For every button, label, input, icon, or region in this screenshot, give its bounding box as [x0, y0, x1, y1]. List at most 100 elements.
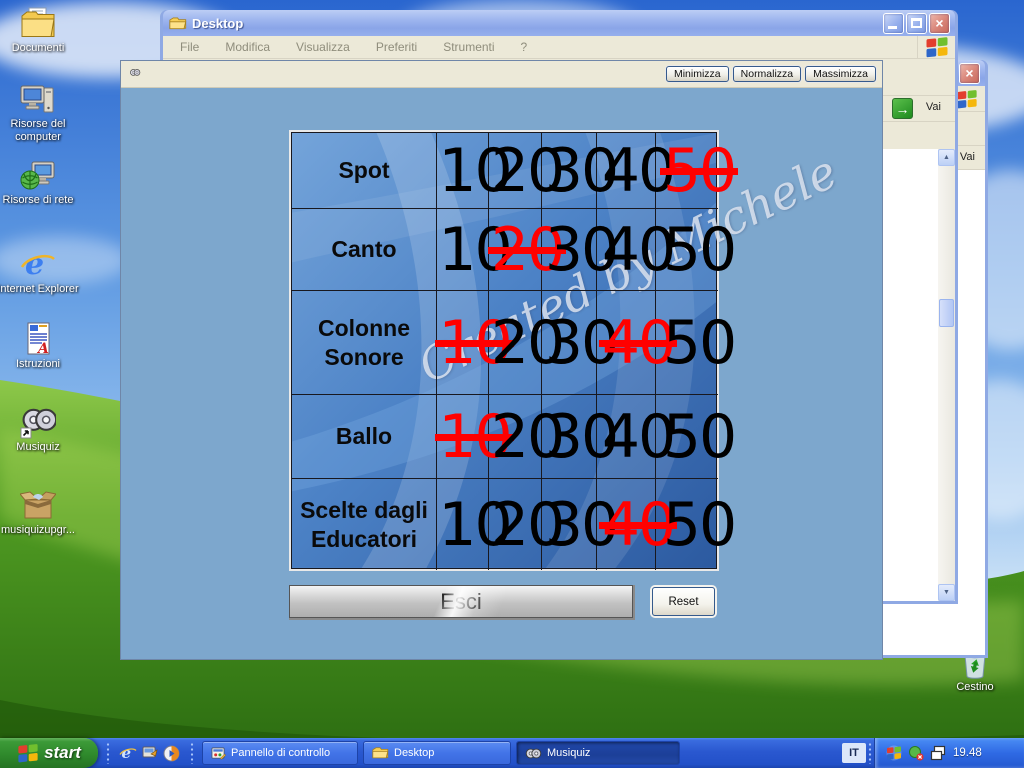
internet-explorer-icon: e [20, 247, 55, 281]
desktop-icon-risorse-del-computer[interactable]: Risorse del computer [0, 82, 82, 143]
tray-windows-icon[interactable] [885, 745, 902, 762]
task-label: Pannello di controllo [231, 747, 331, 759]
game-board: Created by Michele Spot 10 20 30 40 50 Canto 10… [291, 132, 845, 570]
go-label: Vai [925, 101, 941, 113]
musiquiz-app-icon [130, 69, 141, 76]
taskbar-clock: 19.48 [953, 747, 982, 759]
taskbar: start e Pannello di controllo Desktop Mu… [0, 738, 1024, 768]
board-cell-ballo-50[interactable]: 50 [656, 395, 737, 479]
menu-item-preferiti[interactable]: Preferiti [375, 40, 418, 54]
desktop-icon-internet-explorer[interactable]: e Internet Explorer [0, 247, 82, 296]
board-cell-canto-10[interactable]: 10 [437, 209, 513, 291]
taskbar-task-desktop[interactable]: Desktop [363, 741, 511, 765]
board-cell-canto-40[interactable]: 40 [597, 209, 676, 291]
quicklaunch-ie-icon[interactable]: e [118, 742, 138, 764]
taskbar-task-musiquiz[interactable]: Musiquiz [516, 741, 680, 765]
musiquiz-titlebar[interactable]: Minimizza Normalizza Massimizza [121, 61, 882, 88]
board-category-4: Ballo [292, 395, 437, 479]
board-cell-colonne-sonore-50[interactable]: 50 [656, 291, 737, 395]
explorer-menubar: File Modifica Visualizza Preferiti Strum… [163, 36, 955, 59]
musiquiz-cd-icon [20, 408, 56, 439]
language-indicator[interactable]: IT [842, 743, 866, 763]
folder-icon [372, 747, 389, 759]
quicklaunch-show-desktop-icon[interactable] [140, 742, 160, 764]
board-cell-spot-10[interactable]: 10 [437, 133, 513, 209]
menu-item-strumenti[interactable]: Strumenti [443, 40, 495, 54]
tasks-handle[interactable] [190, 742, 194, 764]
quicklaunch-media-player-icon[interactable] [161, 742, 181, 764]
reset-button[interactable]: Reset [652, 587, 715, 616]
board-background [292, 133, 716, 568]
board-cell-canto-30[interactable]: 30 [542, 209, 619, 291]
board-cell-scelte-dagli-educatori-40[interactable]: 40 [597, 479, 678, 570]
scroll-up-icon[interactable]: ▲ [938, 149, 955, 166]
explorer-titlebar[interactable]: Desktop × [163, 10, 955, 36]
scroll-down-icon[interactable]: ▼ [938, 584, 955, 601]
desktop-icon-label: Documenti [11, 42, 65, 54]
normalizza-button[interactable]: Normalizza [732, 66, 802, 82]
board-cell-colonne-sonore-40[interactable]: 40 [597, 291, 678, 395]
tray-status-alert-icon[interactable] [907, 745, 924, 762]
board-cell-ballo-10[interactable]: 10 [435, 395, 514, 479]
my-computer-icon [20, 85, 54, 113]
board-cell-scelte-dagli-educatori-10[interactable]: 10 [437, 479, 513, 570]
board-cell-spot-20[interactable]: 20 [489, 133, 565, 209]
documents-folder-icon [21, 7, 55, 37]
tray-handle [868, 742, 872, 764]
desktop-icon-istruzioni[interactable]: A Istruzioni [0, 322, 82, 371]
tray-network-icon[interactable] [929, 745, 946, 762]
desktop-icon-label: Internet Explorer [0, 283, 79, 295]
board-cell-spot-30[interactable]: 30 [542, 133, 619, 209]
board-cell-scelte-dagli-educatori-50[interactable]: 50 [662, 489, 737, 560]
desktop-icon-label: musiquizupgr... [1, 524, 75, 536]
board-category-2: Canto [292, 209, 437, 291]
desktop-icon-documenti[interactable]: Documenti [0, 6, 82, 55]
scrollbar-thumb[interactable] [939, 299, 954, 327]
board-cell-ballo-40[interactable]: 40 [597, 395, 676, 479]
start-label: start [44, 743, 81, 762]
board-cell-colonne-sonore-30[interactable]: 30 [542, 291, 619, 395]
board-cell-canto-50[interactable]: 50 [656, 209, 737, 291]
menu-item-help[interactable]: ? [520, 40, 528, 54]
quicklaunch-handle[interactable] [106, 742, 110, 764]
musiquiz-cd-icon [525, 748, 542, 758]
menu-item-visualizza[interactable]: Visualizza [296, 40, 350, 54]
board-cell-scelte-dagli-educatori-30[interactable]: 30 [542, 479, 619, 570]
desktop-icon-risorse-di-rete[interactable]: Risorse di rete [0, 158, 82, 207]
massimizza-button[interactable]: Massimizza [805, 66, 876, 82]
explorer-close-button[interactable]: × [929, 12, 950, 34]
windows-flag-icon [18, 743, 38, 763]
desktop-icon-musiquizupgrade[interactable]: musiquizupgr... [0, 488, 82, 537]
menu-item-modifica[interactable]: Modifica [225, 40, 271, 54]
taskbar-task-pannello-di-controllo[interactable]: Pannello di controllo [202, 741, 358, 765]
desktop-icon-label: Risorse di rete [2, 194, 74, 206]
go-button[interactable]: → [892, 98, 913, 119]
desktop-icon-label: Cestino [956, 681, 994, 693]
network-places-icon [20, 161, 55, 190]
board-cell-canto-20[interactable]: 20 [487, 209, 567, 291]
board-cell-scelte-dagli-educatori-20[interactable]: 20 [489, 479, 565, 570]
board-cell-ballo-30[interactable]: 30 [542, 395, 619, 479]
board-cell-colonne-sonore-10[interactable]: 10 [435, 291, 514, 395]
package-box-icon [20, 491, 56, 519]
panel-close-button[interactable]: × [959, 62, 980, 84]
board-cell-colonne-sonore-20[interactable]: 20 [489, 291, 565, 395]
esci-button[interactable]: Esci [289, 585, 633, 618]
explorer-minimize-button[interactable] [883, 12, 904, 34]
board-category-5: Scelte dagli Educatori [292, 479, 437, 570]
control-panel-icon [211, 746, 226, 760]
desktop-icon-label: Musiquiz [16, 441, 60, 453]
panel-go-label[interactable]: Vai [959, 151, 975, 163]
windows-logo-icon [917, 36, 955, 58]
wordpad-document-icon: A [27, 322, 50, 356]
minimizza-button[interactable]: Minimizza [665, 66, 729, 82]
board-cell-spot-50[interactable]: 50 [656, 133, 739, 209]
desktop-icon-musiquiz[interactable]: Musiquiz [0, 405, 82, 454]
board-cell-ballo-20[interactable]: 20 [489, 395, 565, 479]
menu-item-file[interactable]: File [180, 40, 200, 54]
board-cell-spot-40[interactable]: 40 [597, 133, 676, 209]
vertical-scrollbar[interactable]: ▲ ▼ [938, 149, 955, 601]
start-button[interactable]: start [0, 738, 98, 768]
desktop-icon-label: Istruzioni [15, 358, 61, 370]
explorer-maximize-button[interactable] [906, 12, 927, 34]
